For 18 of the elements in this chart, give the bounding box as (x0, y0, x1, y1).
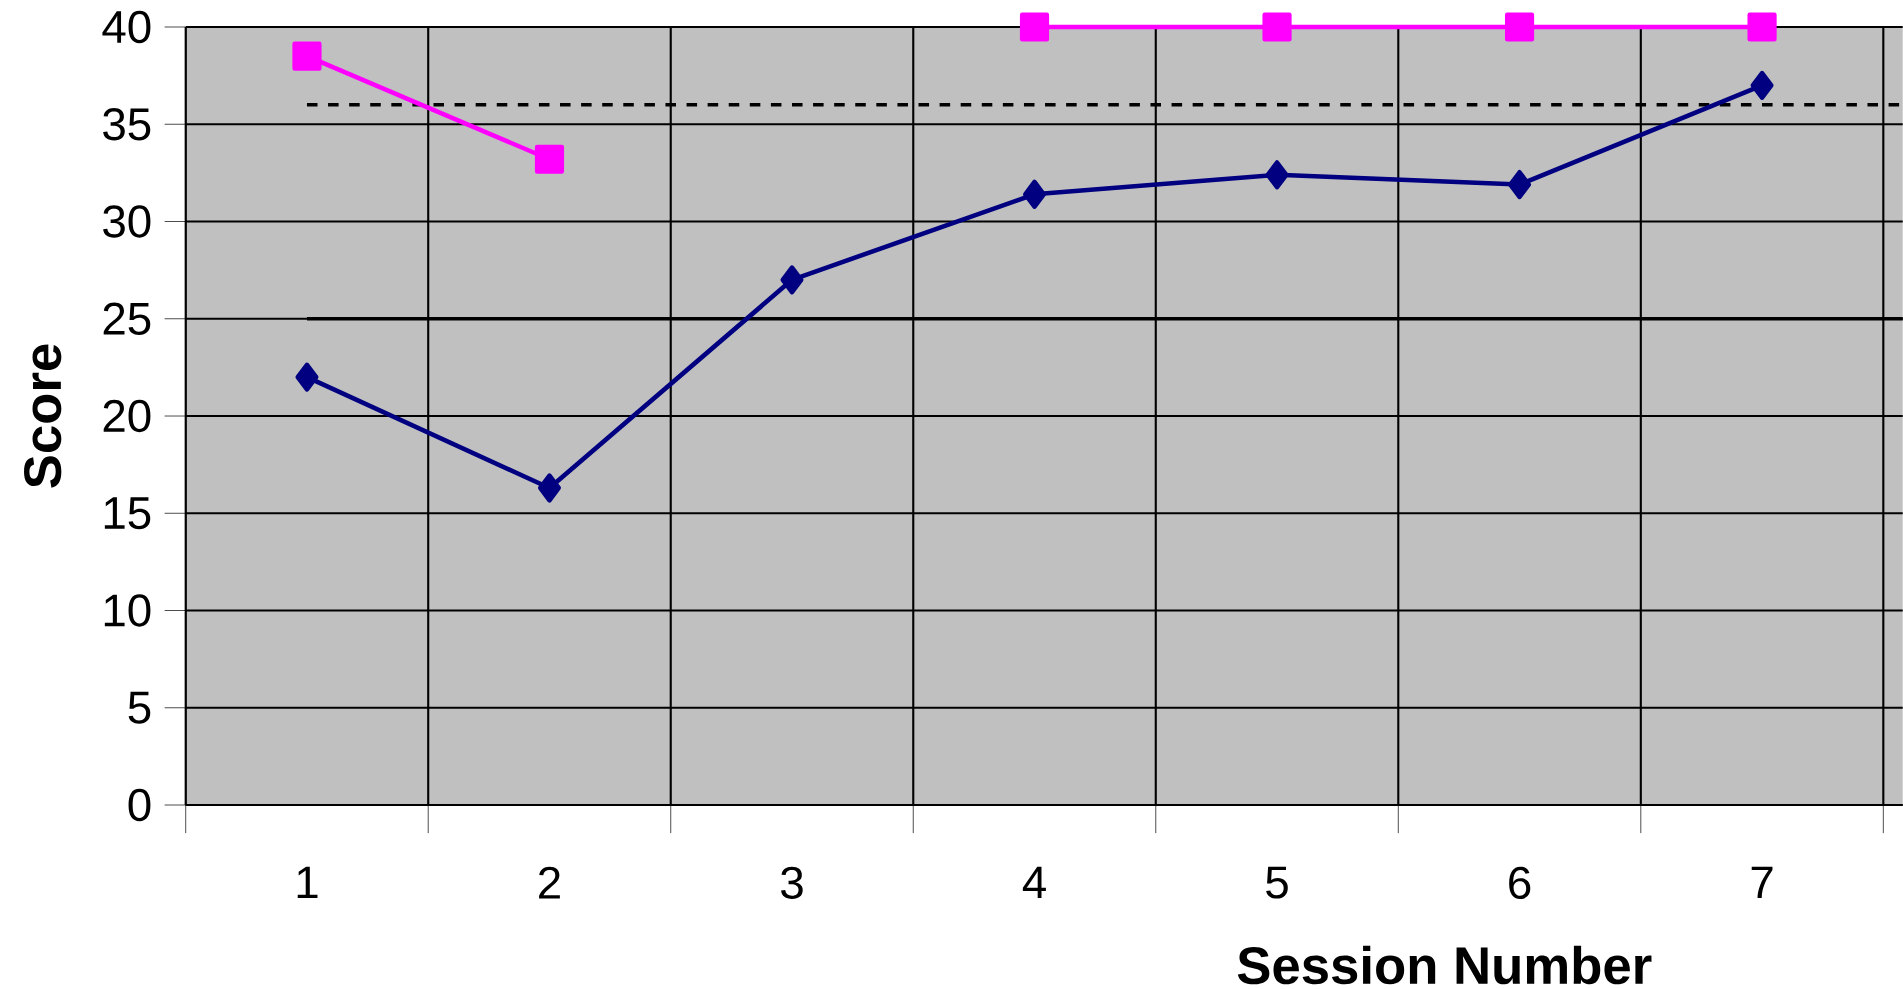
y-tick-label: 35 (103, 108, 151, 141)
y-tick-label: 20 (103, 399, 151, 433)
x-tick-label: 1 (297, 866, 318, 899)
x-tick-label: 3 (781, 866, 803, 899)
x-tick-label: 4 (1022, 866, 1046, 899)
x-tick-label: 6 (1509, 866, 1531, 899)
y-tick-label: 25 (103, 302, 151, 335)
y-axis-title: Score (24, 344, 62, 488)
y-tick-label: 15 (104, 497, 151, 530)
x-tick-label: 2 (539, 866, 560, 899)
y-tick-label: 40 (102, 10, 151, 44)
y-tick-label: 10 (104, 594, 151, 627)
x-tick-label: 5 (1266, 866, 1288, 899)
x-tick-label: 7 (1751, 866, 1773, 899)
y-tick-label: 5 (128, 691, 151, 724)
x-axis-title: Session Number (1237, 945, 1652, 985)
y-tick-label: 30 (103, 205, 151, 238)
y-tick-label: 0 (128, 788, 151, 822)
